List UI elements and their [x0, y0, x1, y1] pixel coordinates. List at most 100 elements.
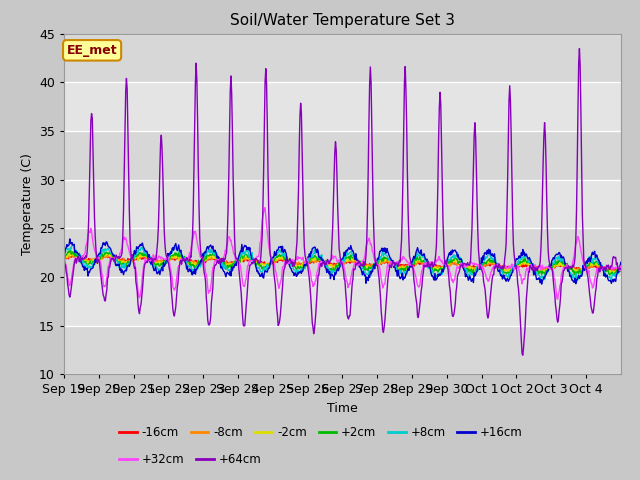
- -16cm: [72, 252, 79, 258]
- Line: -16cm: -16cm: [64, 255, 621, 272]
- +32cm: [277, 277, 285, 283]
- Text: EE_met: EE_met: [67, 44, 117, 57]
- Line: +64cm: +64cm: [64, 48, 621, 355]
- +32cm: [261, 205, 269, 211]
- +64cm: [276, 312, 284, 318]
- +32cm: [554, 296, 561, 302]
- +2cm: [617, 265, 625, 271]
- +32cm: [125, 249, 133, 255]
- +32cm: [60, 256, 68, 262]
- +32cm: [617, 263, 625, 269]
- +2cm: [256, 263, 264, 269]
- +16cm: [228, 268, 236, 274]
- +32cm: [255, 250, 263, 255]
- Line: +16cm: +16cm: [64, 239, 621, 284]
- +64cm: [519, 352, 527, 358]
- Bar: [64, 82, 621, 131]
- +64cm: [60, 258, 68, 264]
- -8cm: [277, 256, 285, 262]
- -8cm: [611, 270, 619, 276]
- -2cm: [126, 259, 134, 264]
- +16cm: [432, 277, 440, 283]
- -8cm: [228, 261, 236, 267]
- +2cm: [126, 261, 134, 267]
- -16cm: [401, 262, 408, 268]
- -2cm: [71, 249, 79, 255]
- Line: +8cm: +8cm: [64, 244, 621, 281]
- Bar: [64, 228, 621, 277]
- +8cm: [573, 278, 581, 284]
- -2cm: [574, 272, 582, 278]
- -2cm: [277, 253, 285, 259]
- Bar: [64, 277, 621, 326]
- -8cm: [432, 265, 440, 271]
- -16cm: [228, 260, 236, 265]
- +16cm: [126, 261, 134, 267]
- Bar: [64, 326, 621, 374]
- Y-axis label: Temperature (C): Temperature (C): [20, 153, 33, 255]
- +2cm: [432, 267, 440, 273]
- +64cm: [125, 208, 133, 214]
- -8cm: [126, 258, 134, 264]
- -16cm: [256, 260, 264, 266]
- +2cm: [609, 272, 617, 278]
- -8cm: [617, 265, 625, 271]
- +16cm: [277, 243, 285, 249]
- -2cm: [432, 264, 440, 270]
- -16cm: [277, 257, 285, 263]
- +8cm: [126, 259, 134, 265]
- -2cm: [401, 265, 408, 271]
- +8cm: [60, 254, 68, 260]
- Legend: +32cm, +64cm: +32cm, +64cm: [115, 448, 266, 471]
- -8cm: [256, 259, 264, 265]
- +8cm: [228, 266, 236, 272]
- X-axis label: Time: Time: [327, 402, 358, 415]
- +16cm: [60, 250, 68, 256]
- +32cm: [401, 256, 408, 262]
- +2cm: [277, 253, 285, 259]
- -16cm: [617, 266, 625, 272]
- -16cm: [615, 269, 623, 275]
- +2cm: [67, 247, 74, 253]
- -16cm: [60, 256, 68, 262]
- +16cm: [401, 276, 408, 281]
- -16cm: [126, 258, 134, 264]
- +64cm: [228, 91, 236, 97]
- +64cm: [400, 125, 408, 131]
- +8cm: [401, 269, 408, 275]
- Bar: [64, 131, 621, 180]
- +8cm: [277, 248, 285, 254]
- Line: -2cm: -2cm: [64, 252, 621, 275]
- -2cm: [60, 256, 68, 262]
- Bar: [64, 34, 621, 82]
- Title: Soil/Water Temperature Set 3: Soil/Water Temperature Set 3: [230, 13, 455, 28]
- +2cm: [60, 253, 68, 259]
- +16cm: [538, 281, 545, 287]
- +64cm: [431, 258, 439, 264]
- -2cm: [228, 264, 236, 269]
- -2cm: [256, 261, 264, 266]
- -16cm: [432, 262, 440, 267]
- +64cm: [575, 46, 583, 51]
- +32cm: [432, 257, 440, 263]
- Line: -8cm: -8cm: [64, 254, 621, 273]
- -2cm: [617, 265, 625, 271]
- +16cm: [66, 236, 74, 242]
- +2cm: [401, 266, 408, 272]
- Line: +32cm: +32cm: [64, 208, 621, 299]
- +32cm: [228, 242, 236, 248]
- +2cm: [228, 261, 236, 267]
- +8cm: [256, 267, 264, 273]
- +64cm: [617, 266, 625, 272]
- -8cm: [71, 252, 79, 257]
- +8cm: [432, 273, 440, 279]
- Line: +2cm: +2cm: [64, 250, 621, 275]
- +8cm: [617, 265, 625, 271]
- +64cm: [255, 261, 263, 266]
- +8cm: [69, 241, 77, 247]
- +16cm: [617, 260, 625, 265]
- +16cm: [256, 274, 264, 279]
- Bar: [64, 180, 621, 228]
- -8cm: [60, 257, 68, 263]
- -8cm: [401, 264, 408, 270]
